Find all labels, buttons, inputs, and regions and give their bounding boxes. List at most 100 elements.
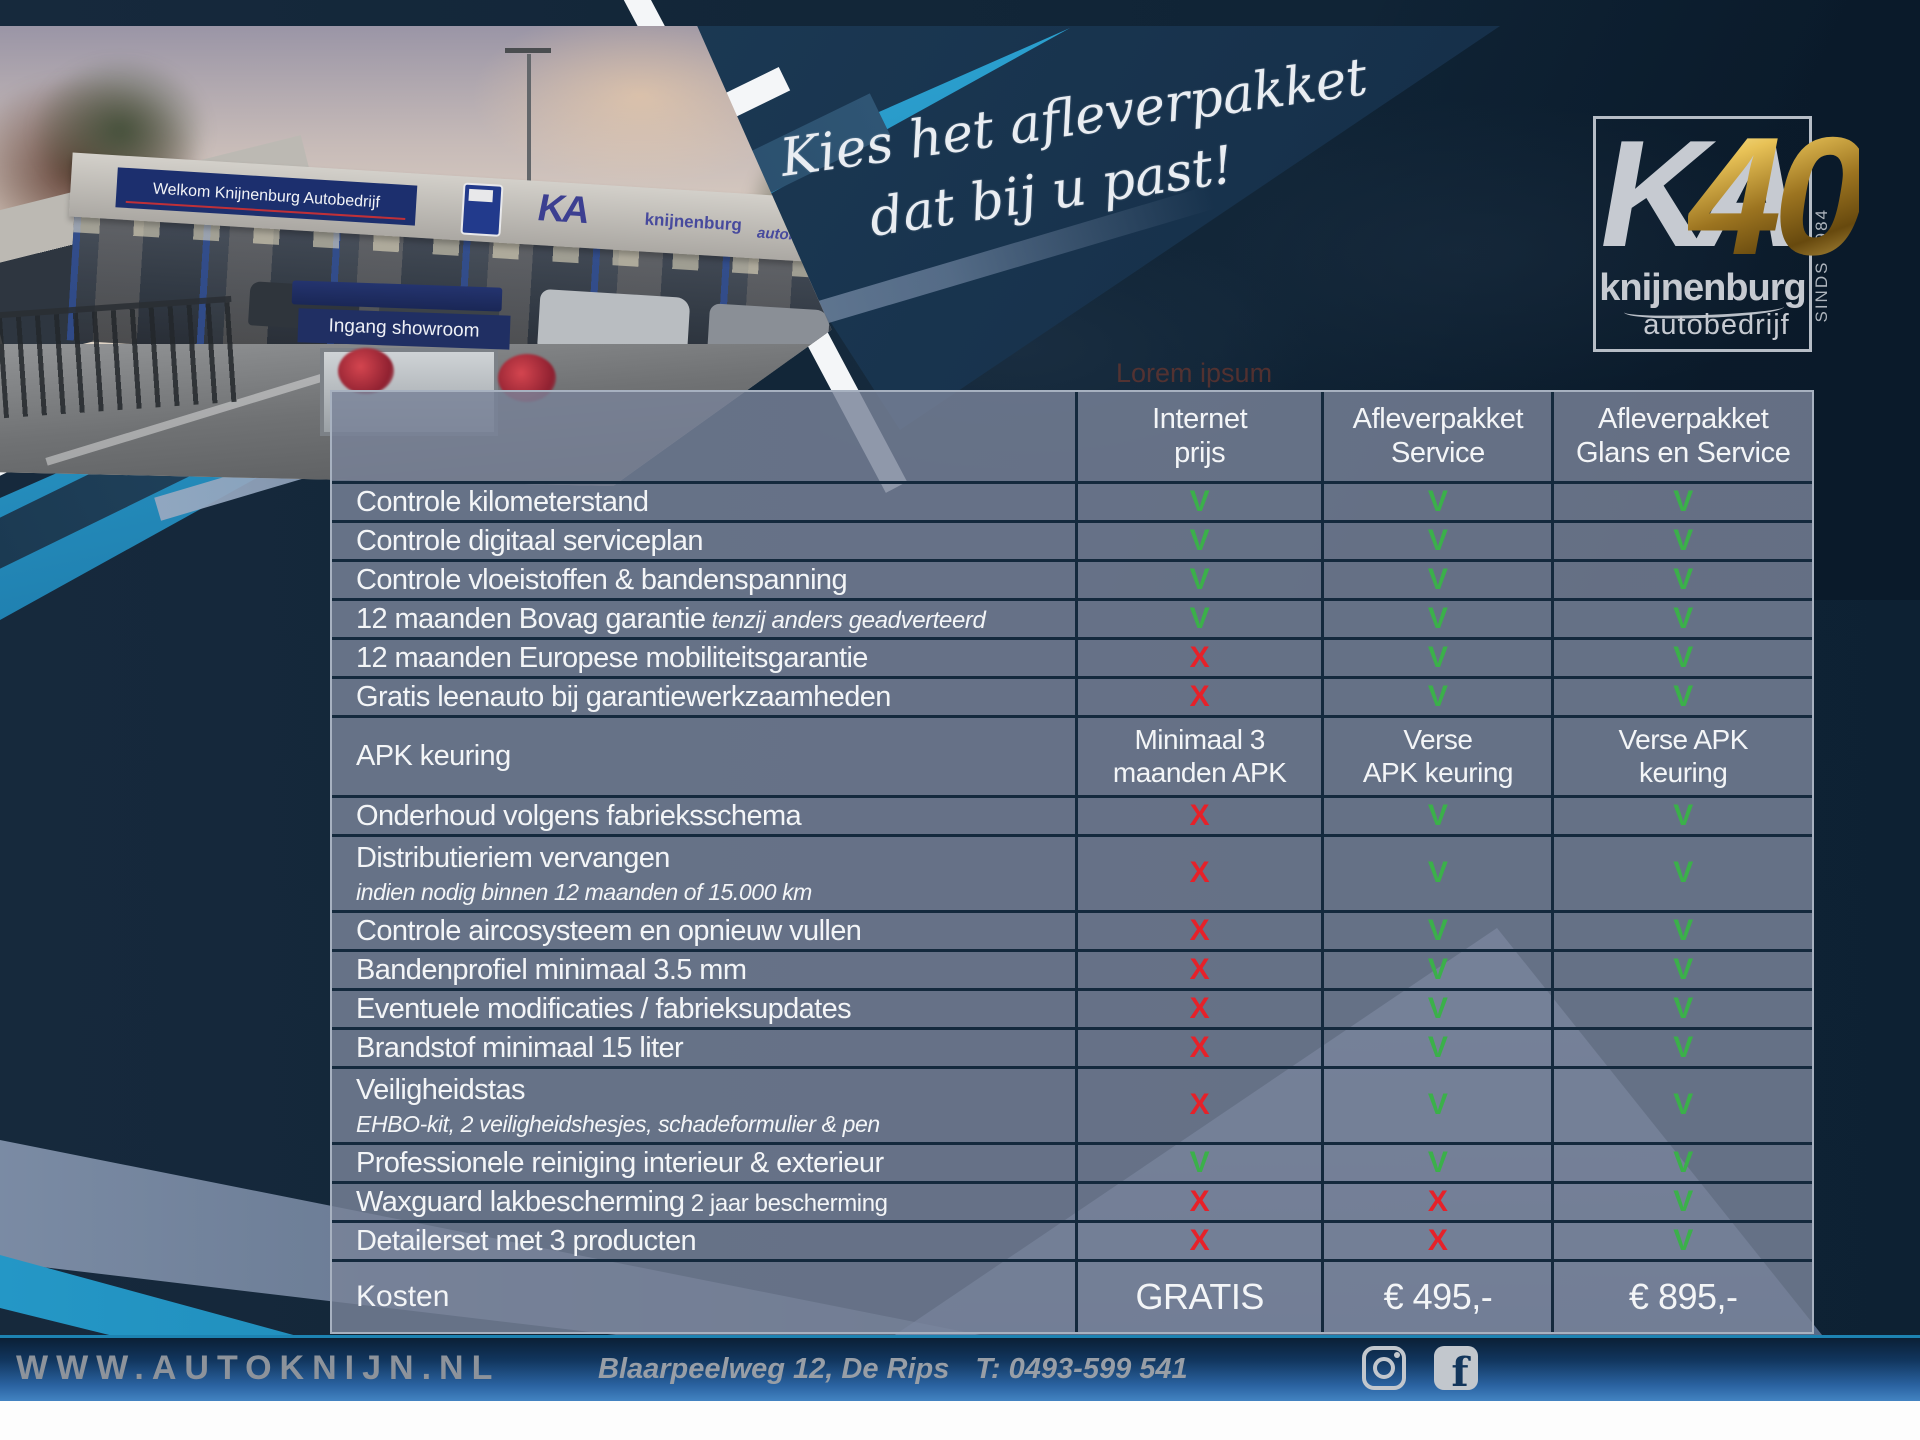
row-label-text: Controle vloeistoffen & bandenspanning (356, 563, 848, 596)
facade-brand-name: knijnenburg (644, 209, 743, 235)
row-label-text: Gratis leenauto bij garantiewerkzaamhede… (356, 680, 891, 713)
cross-mark: X (1189, 679, 1210, 713)
flower-basket (338, 348, 394, 394)
row-label: Brandstof minimaal 15 liter (332, 1030, 1075, 1066)
table-cell: Verse APK keuring (1551, 718, 1811, 795)
facebook-icon[interactable]: f (1434, 1346, 1478, 1390)
check-mark: V (1673, 562, 1694, 596)
check-mark: V (1427, 1030, 1448, 1064)
cross-mark: X (1189, 1184, 1210, 1218)
logo-subtitle: autobedrijf (1643, 309, 1790, 341)
cross-mark: X (1189, 798, 1210, 832)
row-label: Bandenprofiel minimaal 3.5 mm (332, 952, 1075, 988)
row-label-text: APK keuring (356, 740, 511, 772)
facade-ka-logo: KA (533, 187, 592, 232)
bosch-service-sign (460, 182, 504, 237)
welcome-sign-text: Welkom Knijnenburg Autobedrijf (152, 180, 381, 212)
table-cell: V (1551, 640, 1811, 676)
row-label-text: Onderhoud volgens fabrieksschema (356, 799, 802, 832)
table-row: Distributieriem vervangen indien nodig bi… (332, 837, 1812, 913)
row-label-text: Veiligheidstas (356, 1073, 526, 1106)
cross-mark: X (1427, 1223, 1448, 1257)
check-mark: V (1189, 484, 1210, 518)
table-cell: V (1074, 562, 1321, 598)
table-row: Eventuele modificaties / fabrieksupdates… (332, 991, 1812, 1030)
pricing-comparison-table: Internet prijs Afleverpakket Service Aflev… (330, 390, 1814, 1334)
row-label-note: 2 jaar bescherming (684, 1189, 888, 1217)
table-cell: V (1074, 601, 1321, 637)
table-row: Onderhoud volgens fabrieksschema X V V (332, 798, 1812, 837)
row-label-text: Controle aircosysteem en opnieuw vullen (356, 914, 862, 947)
table-cell: GRATIS (1074, 1262, 1321, 1332)
row-label-text: 12 maanden Europese mobiliteitsgarantie (356, 641, 868, 674)
row-label: Waxguard lakbescherming 2 jaar beschermi… (332, 1184, 1075, 1220)
lorem-ipsum-watermark: Lorem ipsum (1116, 358, 1273, 388)
table-row: Controle aircosysteem en opnieuw vullen X… (332, 913, 1812, 952)
website-link[interactable]: WWW.AUTOKNIJN.NL (16, 1349, 501, 1387)
table-cell: X (1074, 798, 1321, 834)
table-cell: V (1321, 679, 1551, 715)
table-cell: V (1551, 1223, 1811, 1259)
table-cell: X (1074, 1223, 1321, 1259)
table-row: 12 maanden Bovag garantie tenzij anders … (332, 601, 1812, 640)
table-row: Brandstof minimaal 15 liter X V V (332, 1030, 1812, 1069)
row-label-subtext: EHBO-kit, 2 veiligheidshesjes, schadefor… (356, 1110, 880, 1137)
check-mark: V (1673, 952, 1694, 986)
welcome-sign: Welkom Knijnenburg Autobedrijf (115, 167, 418, 226)
header-column-1: Internet prijs (1074, 392, 1321, 481)
logo-40-years-badge: 40 (1688, 100, 1867, 293)
row-label-subtext: indien nodig binnen 12 maanden of 15.000… (356, 878, 812, 905)
table-cell: V (1321, 601, 1551, 637)
table-cell: X (1321, 1223, 1551, 1259)
check-mark: V (1427, 991, 1448, 1025)
table-cell: V (1551, 991, 1811, 1027)
cell-text: Minimaal 3 maanden APK (1112, 724, 1287, 788)
header-label-cell (332, 392, 1075, 481)
table-row: Kosten GRATIS € 495,- € 895,- (332, 1262, 1812, 1332)
entrance-sign-text: Ingang showroom (328, 315, 480, 342)
check-mark: V (1673, 640, 1694, 674)
flag-pole (527, 54, 531, 204)
table-cell: V (1551, 679, 1811, 715)
table-cell: V (1551, 601, 1811, 637)
table-cell: X (1074, 1069, 1321, 1142)
table-row: Controle digitaal serviceplan V V V (332, 523, 1812, 562)
instagram-icon[interactable] (1362, 1346, 1406, 1390)
row-label-text: Detailerset met 3 producten (356, 1224, 697, 1257)
cross-mark: X (1189, 856, 1210, 890)
check-mark: V (1427, 523, 1448, 557)
address-text: Blaarpeelweg 12, De Rips (598, 1353, 950, 1385)
row-label-text: Bandenprofiel minimaal 3.5 mm (356, 953, 747, 986)
table-cell: V (1551, 952, 1811, 988)
cell-text: € 495,- (1383, 1276, 1493, 1318)
table-cell: V (1551, 837, 1811, 910)
row-label: Controle kilometerstand (332, 484, 1075, 520)
check-mark: V (1673, 679, 1694, 713)
table-cell: X (1074, 991, 1321, 1027)
table-cell: V (1321, 798, 1551, 834)
table-row: Veiligheidstas EHBO-kit, 2 veiligheidshes… (332, 1069, 1812, 1145)
row-label-text: 12 maanden Bovag garantie (356, 602, 706, 635)
table-cell: V (1321, 952, 1551, 988)
check-mark: V (1427, 601, 1448, 635)
row-label-note: tenzij anders geadverteerd (705, 606, 986, 634)
table-cell: V (1321, 562, 1551, 598)
table-cell: € 495,- (1321, 1262, 1551, 1332)
table-cell: V (1074, 484, 1321, 520)
row-label-text: Controle kilometerstand (356, 485, 649, 518)
table-cell: V (1074, 1145, 1321, 1181)
row-label: 12 maanden Bovag garantie tenzij anders … (332, 601, 1075, 637)
row-label-text: Eventuele modificaties / fabrieksupdates (356, 992, 852, 1025)
table-cell: X (1074, 640, 1321, 676)
row-label: APK keuring (332, 718, 1075, 795)
table-cell: V (1551, 1145, 1811, 1181)
address-line: Blaarpeelweg 12, De Rips T: 0493-599 541 (598, 1353, 1188, 1386)
row-label: Kosten (332, 1262, 1075, 1332)
cross-mark: X (1189, 1223, 1210, 1257)
table-cell: V (1551, 1030, 1811, 1066)
table-cell: X (1074, 1030, 1321, 1066)
table-row: Waxguard lakbescherming 2 jaar beschermi… (332, 1184, 1812, 1223)
cross-mark: X (1189, 1030, 1210, 1064)
table-cell: V (1074, 523, 1321, 559)
